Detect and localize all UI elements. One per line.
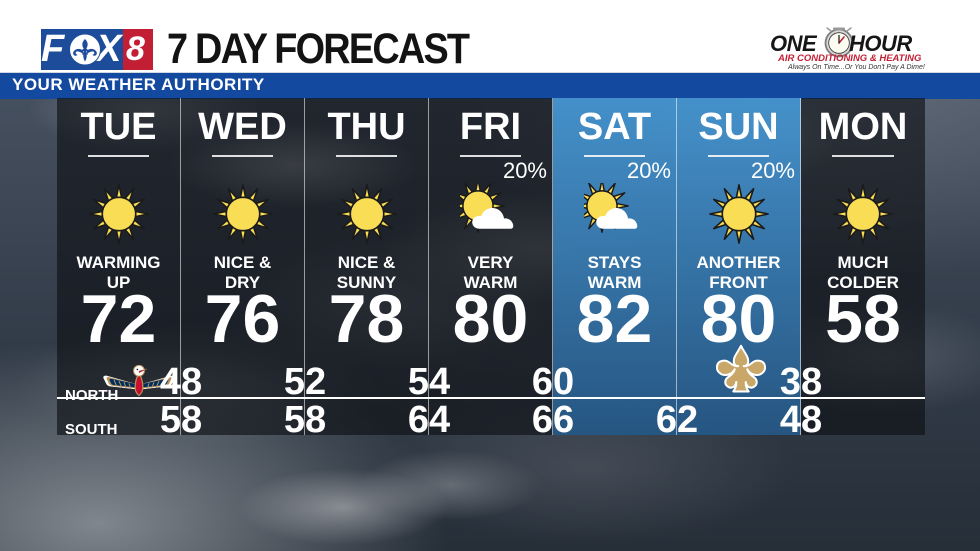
svg-text:8: 8 <box>126 30 145 68</box>
svg-text:AIR CONDITIONING & HEATING: AIR CONDITIONING & HEATING <box>777 53 922 64</box>
svg-text:Always On Time...Or You Don't: Always On Time...Or You Don't Pay A Dime… <box>787 64 925 71</box>
